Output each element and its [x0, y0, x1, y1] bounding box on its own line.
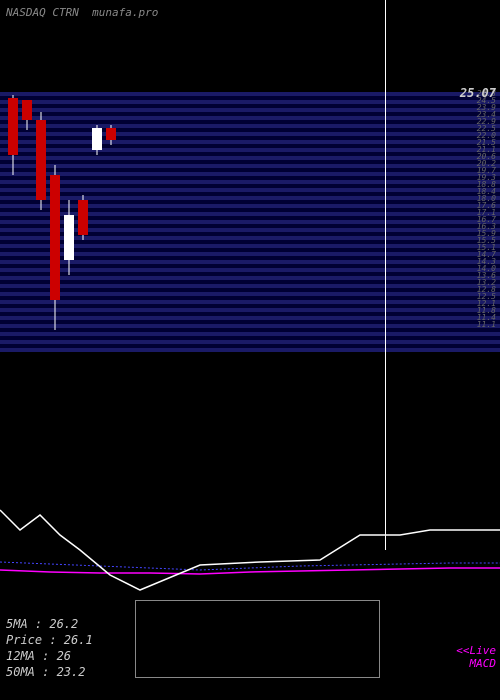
macd-main-line	[0, 510, 500, 590]
ma12-row: 12MA : 26	[6, 648, 93, 664]
exchange-label: NASDAQ	[6, 6, 46, 19]
cursor-line	[385, 0, 386, 550]
info-panel: 5MA : 26.2 Price : 26.1 12MA : 26 50MA :…	[6, 616, 93, 680]
ticker-label: CTRN	[52, 6, 79, 19]
source-label: munafa.pro	[92, 6, 158, 19]
top-price-label: 25.07	[460, 86, 496, 100]
price-row: Price : 26.1	[6, 632, 93, 648]
macd-label: <<Live MACD	[456, 644, 496, 670]
candle-area	[0, 0, 450, 450]
macd-signal-line	[0, 568, 500, 574]
y-axis-label: 11.1	[477, 321, 496, 328]
macd-histogram-box	[135, 600, 380, 678]
y-axis: 24.824.523.923.422.922.522.021.521.120.6…	[477, 90, 496, 328]
chart-header: NASDAQ CTRN munafa.pro	[6, 6, 158, 19]
macd-signal-dotted	[0, 562, 500, 570]
ma50-row: 50MA : 23.2	[6, 664, 93, 680]
stock-chart: NASDAQ CTRN munafa.pro 25.07 24.824.523.…	[0, 0, 500, 700]
ma5-row: 5MA : 26.2	[6, 616, 93, 632]
